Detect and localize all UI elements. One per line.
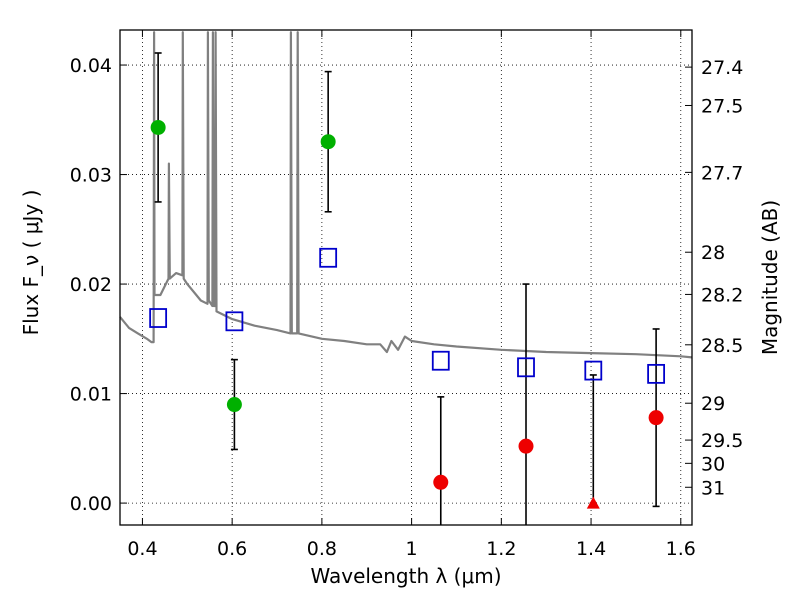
model-flux-marker: [431, 350, 450, 371]
mag-tick-label: 30: [701, 453, 725, 475]
mag-tick-label: 27.7: [701, 162, 743, 184]
x-tick-label: 1.2: [486, 538, 516, 560]
x-tick-label: 1.4: [576, 538, 606, 560]
y-tick-label: 0.01: [70, 384, 112, 406]
mag-tick-label: 31: [701, 477, 725, 499]
right-axis-label: Magnitude (AB): [758, 200, 782, 355]
y-axis-label: Flux F_ν ( μJy ): [19, 190, 43, 336]
x-tick-label: 0.8: [307, 538, 337, 560]
model-flux-marker: [584, 360, 603, 381]
flux-marker: [150, 119, 166, 135]
spectrum-line: [119, 31, 693, 359]
x-tick-label: 0.6: [217, 538, 247, 560]
flux-marker: [648, 410, 664, 426]
model-flux-marker: [225, 311, 244, 332]
x-tick-label: 1: [406, 538, 418, 560]
spectrum-layer: [119, 31, 693, 359]
model-flux-marker: [319, 247, 338, 268]
marker-layer: [149, 119, 666, 509]
flux-marker: [433, 474, 449, 490]
plot-frame: [119, 29, 693, 526]
mag-tick-label: 28.2: [701, 284, 743, 306]
axis-ticks: [120, 30, 692, 525]
model-flux-marker: [149, 308, 168, 328]
flux-marker: [320, 134, 336, 150]
mag-tick-label: 27.5: [701, 95, 743, 117]
mag-tick-label: 27.4: [701, 57, 743, 79]
tick-labels: 0.4 0.6 0.8 1 1.2 1.4 1.6 0.00 0.01 0.02 0.03 0.04 2…: [70, 55, 744, 560]
model-flux-marker: [647, 363, 666, 384]
y-tick-label: 0.04: [70, 55, 112, 77]
upper-limit-marker: [586, 496, 600, 509]
x-axis-label: Wavelength λ (μm): [310, 564, 501, 588]
flux-marker: [226, 397, 242, 413]
errorbar-layer: [154, 52, 660, 525]
x-tick-label: 1.6: [666, 538, 696, 560]
mag-tick-label: 28.5: [701, 335, 743, 357]
flux-marker: [518, 438, 534, 454]
x-tick-label: 0.4: [127, 538, 157, 560]
y-tick-label: 0.00: [70, 493, 112, 515]
y-tick-label: 0.03: [70, 165, 112, 187]
gridlines: [120, 30, 692, 525]
model-flux-marker: [517, 357, 535, 378]
y-tick-label: 0.02: [70, 274, 112, 296]
mag-tick-label: 29: [701, 393, 725, 415]
mag-tick-label: 29.5: [701, 430, 743, 452]
mag-tick-label: 28: [701, 242, 725, 264]
